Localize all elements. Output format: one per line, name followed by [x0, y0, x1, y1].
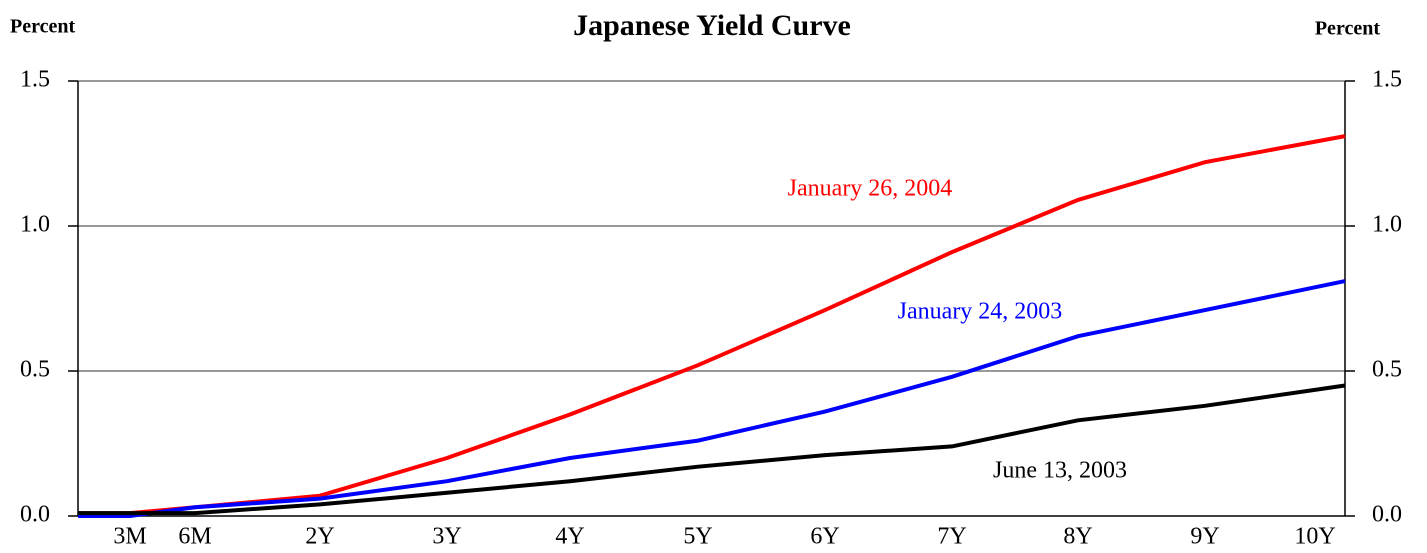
series-line — [78, 279, 1346, 518]
series-label: January 24, 2003 — [898, 299, 1063, 325]
y2-axis-label: Percent — [1315, 18, 1380, 40]
series-label: January 26, 2004 — [788, 176, 953, 202]
x-tick-label: 6Y — [810, 524, 839, 550]
x-tick-label: 5Y — [683, 524, 712, 550]
x-tick-label: 2Y — [305, 524, 334, 550]
series-line — [78, 383, 1346, 516]
y-tick-label: 0.5 — [20, 357, 50, 383]
x-tick-label: 9Y — [1190, 524, 1219, 550]
x-tick-label: 6M — [178, 524, 211, 550]
y-axis-label: Percent — [10, 16, 75, 38]
y-tick-label: 1.0 — [20, 212, 50, 238]
series-label: June 13, 2003 — [993, 458, 1127, 484]
x-tick-label: 4Y — [555, 524, 584, 550]
x-tick-label: 3M — [113, 524, 146, 550]
x-tick-label: 8Y — [1063, 524, 1092, 550]
x-tick-label: 3Y — [432, 524, 461, 550]
y2-tick-label: 0.0 — [1372, 502, 1402, 528]
y2-tick-label: 0.5 — [1372, 357, 1402, 383]
x-tick-label: 7Y — [937, 524, 966, 550]
y2-tick-label: 1.5 — [1372, 67, 1402, 93]
y2-tick-label: 1.0 — [1372, 212, 1402, 238]
x-tick-label: 10Y — [1294, 524, 1335, 550]
y-tick-label: 0.0 — [20, 502, 50, 528]
series-line — [78, 134, 1346, 516]
chart-title: Japanese Yield Curve — [573, 9, 851, 42]
y-tick-label: 1.5 — [20, 67, 50, 93]
